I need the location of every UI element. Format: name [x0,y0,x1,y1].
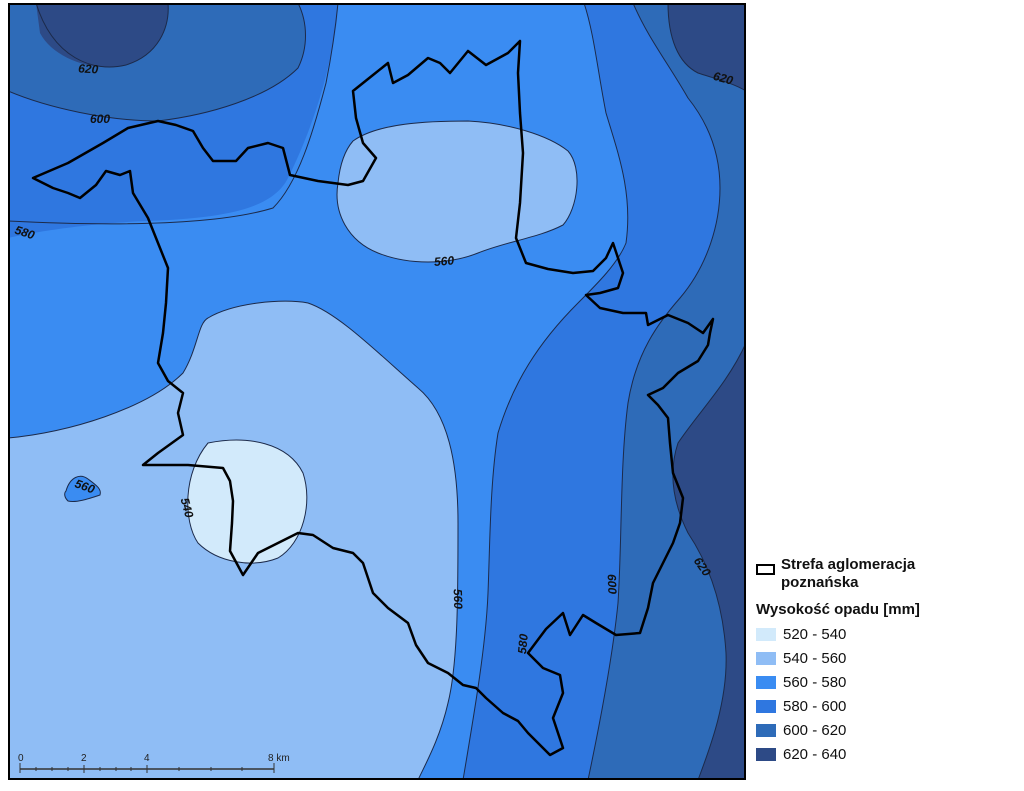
legend-swatch [756,723,776,737]
zone-560-580-island [64,476,101,502]
legend-title: Wysokość opadu [mm] [756,601,920,618]
legend-item-label: 580 - 600 [783,697,847,715]
legend-item: 620 - 640 [756,742,1016,766]
contour-line [462,3,629,780]
zone-620-640-northwest [36,3,169,68]
legend-item-label: 600 - 620 [783,721,847,739]
contour-line [336,120,578,263]
legend-item: 560 - 580 [756,670,1016,694]
contour-label: 620 [712,69,735,88]
legend-swatch [756,675,776,689]
legend-swatch [756,699,776,713]
scale-bar: 0 2 4 8 km [18,753,290,773]
map-legend: Strefa aglomeracja poznańska Wysokość op… [756,556,1016,766]
legend-swatch [756,627,776,641]
map-canvas: 620 620 600 580 560 560 540 560 580 600 … [8,3,746,780]
legend-item-label: 560 - 580 [783,673,847,691]
contour-line [187,439,308,564]
contour-line [64,475,101,502]
zone-620-640-east [672,343,746,780]
legend-classes: 520 - 540 540 - 560 560 - 580 580 - 600 600 … [756,622,1016,766]
legend-item: 580 - 600 [756,694,1016,718]
contour-line [672,342,746,780]
scale-tick-label: 2 [81,753,87,764]
contour-label: 600 [90,112,110,126]
contour-label: 560 [73,476,97,496]
map-border [8,3,746,780]
contour-line [35,3,169,68]
contour-line [8,3,306,122]
contour-line [8,3,339,225]
legend-item: 540 - 560 [756,646,1016,670]
legend-swatch [756,651,776,665]
legend-boundary-entry: Strefa aglomeracja poznańska [756,556,1016,592]
legend-item: 520 - 540 [756,622,1016,646]
agglomeration-boundary [31,39,715,757]
zone-520-540 [187,440,307,563]
scale-tick-label: 8 km [268,753,290,764]
legend-item-label: 620 - 640 [783,745,847,763]
precipitation-map: 620 620 600 580 560 560 540 560 580 600 … [8,3,746,780]
contour-label: 560 [433,253,454,269]
legend-item-label: 540 - 560 [783,649,847,667]
contour-label: 580 [515,633,531,654]
contour-line [8,300,459,780]
zone-600-620-east [588,3,746,780]
zone-620-640-northeast [668,3,746,91]
legend-boundary-label: Strefa aglomeracja poznańska [781,556,916,591]
contour-label: 580 [13,223,37,243]
boundary-swatch [756,564,775,575]
scale-tick-label: 4 [144,753,150,764]
contour-label: 560 [451,589,466,610]
legend-item-label: 520 - 540 [783,625,847,643]
scale-tick-label: 0 [18,753,24,764]
contour-label: 600 [605,574,620,595]
contour-line [667,3,746,92]
legend-swatch [756,747,776,761]
legend-item: 600 - 620 [756,718,1016,742]
contour-label: 540 [178,496,197,519]
contour-label: 620 [78,61,99,76]
